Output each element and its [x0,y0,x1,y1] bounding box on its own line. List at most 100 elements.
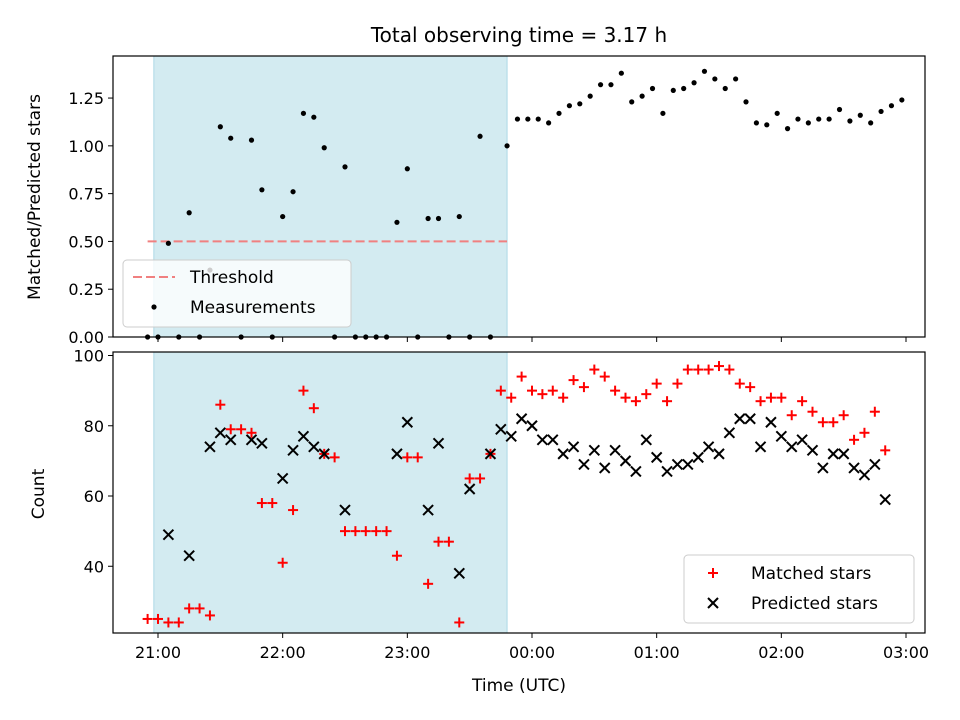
x-marker-b [495,423,507,435]
predicted-stars-point [183,550,195,562]
matched-stars-point [412,452,423,463]
matched-stars-point [838,410,849,421]
measurements-point [899,97,905,103]
matched-stars-point [797,396,808,407]
measurements-point [670,87,676,94]
predicted-stars-point [744,413,756,425]
predicted-stars-point [526,420,538,432]
x-marker-b [837,448,850,460]
x-marker-b [650,451,663,464]
x-marker-b [630,465,642,478]
matched-stars-point [360,526,371,537]
x-marker-b [869,458,881,471]
x-marker-b [796,434,808,446]
predicted-stars-point [225,434,237,446]
predicted-stars-point [204,441,216,453]
matched-stars-point [391,550,402,561]
matched-stars-point [610,385,621,396]
measurements-point [404,166,410,172]
top-legend: Threshold Measurements [122,259,352,328]
measurements-point [290,189,296,195]
matched-stars-point [153,613,163,624]
top-y-tick-label: 1.00 [68,137,104,156]
matched-stars-point [620,392,631,403]
measurements-point [712,76,718,82]
top-y-tick-label: 0.25 [68,280,104,299]
predicted-stars-point [162,528,175,541]
x-marker-b [671,458,684,471]
matched-stars-point [859,427,870,438]
x-marker-b [505,430,517,443]
x-tick-label: 21:00 [135,643,181,662]
measurements-point [878,108,884,115]
x-marker-b [692,451,704,464]
legend-measurements-swatch [151,304,157,310]
measurements-point [165,240,171,246]
measurements-point [514,116,521,122]
measurements-point [888,103,895,109]
predicted-stars-point [401,416,414,428]
predicted-stars-point [765,416,777,428]
x-marker-b [308,441,320,453]
measurements-point [435,215,442,222]
x-marker-b [713,448,725,460]
predicted-stars-point [453,567,465,579]
predicted-stars-point [650,451,663,464]
matched-stars-point [745,382,756,393]
predicted-stars-point [827,448,839,460]
matched-stars-point [662,396,673,407]
x-axis-label: Time (UTC) [471,676,566,696]
x-marker-b [682,458,694,471]
predicted-stars-point [609,444,621,457]
matched-stars-point [651,378,662,389]
x-marker-b [225,434,237,446]
legend-predicted-label: Predicted stars [751,594,878,614]
predicted-stars-point [661,465,673,478]
matched-stars-point [558,392,569,403]
predicted-stars-point [786,441,798,453]
predicted-stars-point [599,462,611,474]
matched-stars-point [495,385,506,396]
measurements-point [753,120,760,126]
matched-stars-point [703,364,714,375]
x-marker-b [754,441,767,453]
measurements-point [816,116,822,122]
x-marker-b [744,413,756,425]
predicted-stars-point [640,434,652,446]
predicted-stars-point [754,441,767,453]
bottom-axes-frame [112,351,926,634]
x-marker-b [599,462,611,474]
legend-matched-label: Matched stars [751,564,871,584]
measurements-point [248,137,255,143]
x-marker-b [557,448,569,460]
x-tick-label: 00:00 [509,643,555,662]
x-marker-b [702,441,715,453]
measurements-point [649,85,656,92]
predicted-stars-point [869,458,881,471]
predicted-stars-point [318,448,330,460]
x-tick-label: 22:00 [260,643,306,662]
matched-stars-point [340,526,350,537]
top-y-tick-label: 0.75 [68,185,104,204]
measurements-point [847,118,853,124]
matched-stars-point [267,498,278,509]
x-marker-b [484,448,497,460]
matched-stars-point [672,378,683,389]
predicted-stars-point [837,448,850,460]
matched-stars-point [682,364,693,375]
x-marker-b [806,444,819,457]
measurements-point [311,114,317,120]
measurements-point [701,68,708,74]
measurements-point [186,210,192,216]
measurements-point [691,80,697,86]
predicted-stars-point [515,413,528,425]
matched-stars-point [225,424,236,435]
predicted-stars-point [713,448,725,460]
predicted-stars-point [432,437,445,450]
predicted-stars-point [858,469,871,481]
measurements-point [259,187,265,193]
x-marker-b [463,483,476,495]
predicted-stars-point [879,493,891,506]
matched-stars-point [308,403,319,414]
